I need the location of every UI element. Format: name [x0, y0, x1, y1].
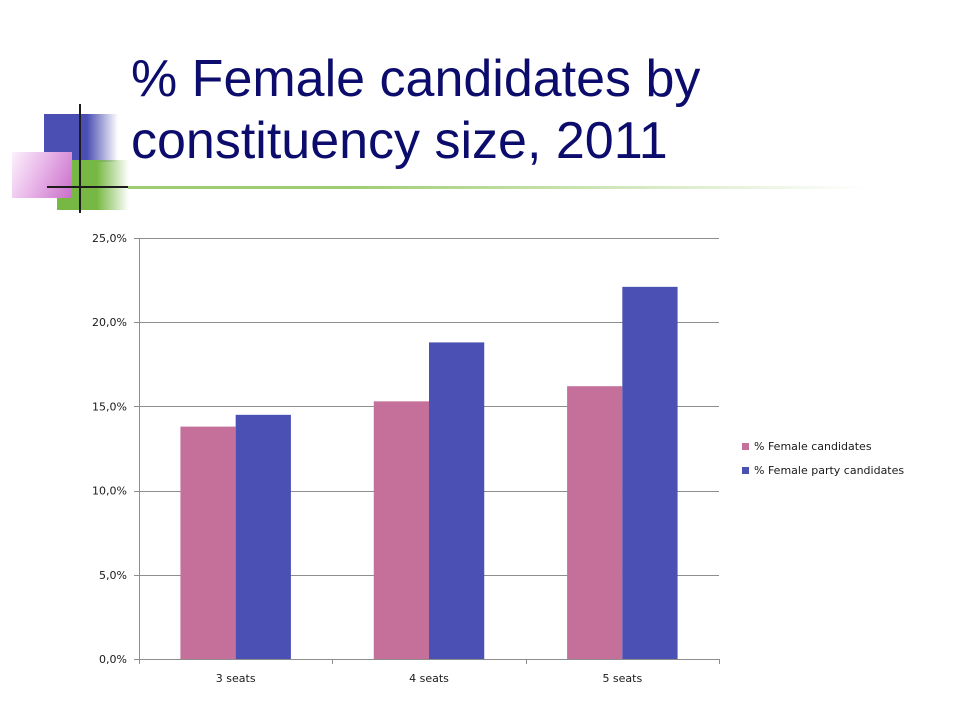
y-tick-label: 5,0% [99, 569, 127, 582]
title-underline [128, 186, 868, 189]
x-tick-label: 4 seats [409, 672, 449, 685]
x-axis: 3 seats 4 seats 5 seats [134, 659, 720, 685]
bar [429, 342, 485, 659]
legend: % Female candidates % Female party candid… [742, 440, 904, 477]
x-tick-label: 5 seats [602, 672, 642, 685]
bar [373, 401, 429, 659]
bar [567, 386, 623, 659]
y-tick-label: 15,0% [92, 400, 127, 413]
x-tick-label: 3 seats [216, 672, 256, 685]
bar [180, 426, 236, 659]
decoration-horizontal-line [47, 186, 130, 188]
decoration-vertical-line [79, 104, 81, 213]
bars [180, 286, 678, 659]
decoration-pink-square [12, 152, 72, 198]
slide-title: % Female candidates by constituency size… [131, 50, 701, 170]
y-axis: 0,0% 5,0% 10,0% 15,0% 20,0% 25,0% [92, 232, 140, 666]
y-tick-label: 20,0% [92, 316, 127, 329]
y-tick-label: 0,0% [99, 653, 127, 666]
bar [622, 286, 678, 659]
legend-swatch [742, 443, 749, 450]
legend-label: % Female party candidates [754, 464, 904, 477]
y-tick-label: 25,0% [92, 232, 127, 245]
legend-label: % Female candidates [754, 440, 872, 453]
legend-swatch [742, 467, 749, 474]
bar [235, 414, 291, 659]
y-tick-label: 10,0% [92, 485, 127, 498]
